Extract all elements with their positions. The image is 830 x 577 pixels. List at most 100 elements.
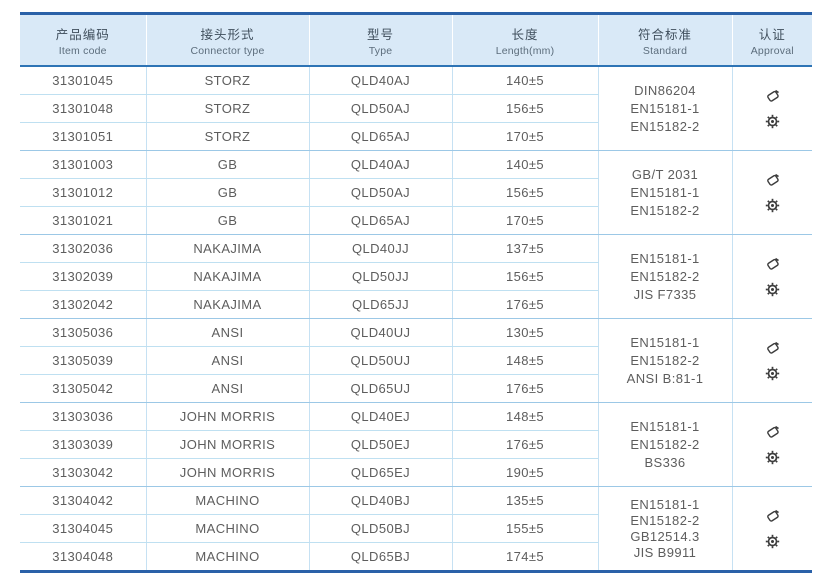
connector-type-cell: NAKAJIMA xyxy=(145,290,309,319)
item-code-cell: 31302042 xyxy=(20,290,146,319)
standard-line: GB/T 2031 xyxy=(631,167,699,182)
col-header-item-code: 产品编码 Item code xyxy=(20,12,146,67)
standard-cell: EN15181-1 EN15182-2 ANSI B:81-1 xyxy=(597,318,732,403)
table-row: 31301003 GB QLD40AJ 140±5 GB/T 2031 EN15… xyxy=(20,150,812,235)
item-code-cell: 31305036 xyxy=(20,318,146,347)
table-row: 31302039 NAKAJIMA QLD50JJ 156±5 xyxy=(20,262,812,291)
type-cell: QLD50BJ xyxy=(308,514,452,543)
connector-type-cell: JOHN MORRIS xyxy=(145,402,309,431)
item-code-cell: 31301051 xyxy=(20,122,146,151)
connector-type-cell: MACHINO xyxy=(145,542,309,573)
item-code-cell: 31304042 xyxy=(20,486,146,515)
table-header: 产品编码 Item code 接头形式 Connector type 型号 Ty… xyxy=(20,12,812,67)
col-header-length-zh: 长度 xyxy=(511,27,539,42)
length-cell: 140±5 xyxy=(451,66,598,95)
type-cell: QLD65JJ xyxy=(308,290,452,319)
standard-line: EN15182-2 xyxy=(630,513,700,528)
standard-cell: DIN86204 EN15181-1 EN15182-2 xyxy=(597,66,732,151)
standard-cell: EN15181-1 EN15182-2 BS336 xyxy=(597,402,732,487)
connector-type-cell: MACHINO xyxy=(145,486,309,515)
stamp-approval-icon xyxy=(766,341,779,354)
col-header-type: 型号 Type xyxy=(308,12,452,67)
table-row: 31303036 JOHN MORRIS QLD40EJ 148±5 EN151… xyxy=(20,402,812,487)
standard-line: EN15182-2 xyxy=(630,269,700,284)
connector-type-cell: STORZ xyxy=(145,94,309,123)
item-code-cell: 31301048 xyxy=(20,94,146,123)
table-row: 31303042 JOHN MORRIS QLD65EJ 190±5 xyxy=(20,458,812,487)
col-header-type-zh: 型号 xyxy=(366,27,394,42)
connector-type-cell: ANSI xyxy=(145,318,309,347)
length-cell: 176±5 xyxy=(451,374,598,403)
col-header-length: 长度 Length(mm) xyxy=(451,12,598,67)
stamp-approval-icon xyxy=(766,173,779,186)
standard-line: EN15181-1 xyxy=(630,101,700,116)
standard-line: ANSI B:81-1 xyxy=(626,371,704,386)
gear-seal-icon xyxy=(765,114,779,129)
col-header-approval-en: Approval xyxy=(750,44,794,57)
type-cell: QLD40AJ xyxy=(308,66,452,95)
connector-type-cell: MACHINO xyxy=(145,514,309,543)
table-row: 31301045 STORZ QLD40AJ 140±5 DIN86204 EN… xyxy=(20,66,812,151)
col-header-item-code-en: Item code xyxy=(58,44,107,57)
product-spec-table-container: 产品编码 Item code 接头形式 Connector type 型号 Ty… xyxy=(20,12,812,573)
table-row: 31305036 ANSI QLD40UJ 130±5 EN15181-1 EN… xyxy=(20,318,812,403)
length-cell: 130±5 xyxy=(451,318,598,347)
col-header-connector-type-zh: 接头形式 xyxy=(200,27,255,42)
group-gb: 31301003 GB QLD40AJ 140±5 GB/T 2031 EN15… xyxy=(20,150,812,235)
type-cell: QLD65BJ xyxy=(308,542,452,573)
table-row: 31304045 MACHINO QLD50BJ 155±5 xyxy=(20,514,812,543)
standard-line: EN15181-1 xyxy=(630,335,700,350)
item-code-cell: 31301012 xyxy=(20,178,146,207)
item-code-cell: 31301045 xyxy=(20,66,146,95)
header-row: 产品编码 Item code 接头形式 Connector type 型号 Ty… xyxy=(20,12,812,67)
length-cell: 148±5 xyxy=(451,346,598,375)
type-cell: QLD50AJ xyxy=(308,178,452,207)
approval-cell xyxy=(731,66,812,151)
standard-line: EN15181-1 xyxy=(630,419,700,434)
col-header-approval: 认证 Approval xyxy=(731,12,812,67)
approval-cell xyxy=(731,318,812,403)
standard-line: JIS F7335 xyxy=(633,287,697,302)
table-row: 31301051 STORZ QLD65AJ 170±5 xyxy=(20,122,812,151)
type-cell: QLD50EJ xyxy=(308,430,452,459)
gear-seal-icon xyxy=(765,282,779,297)
item-code-cell: 31303039 xyxy=(20,430,146,459)
stamp-approval-icon xyxy=(766,425,779,438)
type-cell: QLD40JJ xyxy=(308,234,452,263)
length-cell: 170±5 xyxy=(451,206,598,235)
type-cell: QLD50UJ xyxy=(308,346,452,375)
connector-type-cell: GB xyxy=(145,206,309,235)
item-code-cell: 31301003 xyxy=(20,150,146,179)
length-cell: 156±5 xyxy=(451,178,598,207)
gear-seal-icon xyxy=(765,450,779,465)
standard-line: EN15181-1 xyxy=(630,185,700,200)
type-cell: QLD65UJ xyxy=(308,374,452,403)
table-row: 31305042 ANSI QLD65UJ 176±5 xyxy=(20,374,812,403)
standard-cell: GB/T 2031 EN15181-1 EN15182-2 xyxy=(597,150,732,235)
length-cell: 190±5 xyxy=(451,458,598,487)
item-code-cell: 31304048 xyxy=(20,542,146,573)
table-row: 31301021 GB QLD65AJ 170±5 xyxy=(20,206,812,235)
type-cell: QLD40AJ xyxy=(308,150,452,179)
connector-type-cell: STORZ xyxy=(145,66,309,95)
length-cell: 176±5 xyxy=(451,290,598,319)
connector-type-cell: NAKAJIMA xyxy=(145,262,309,291)
item-code-cell: 31303042 xyxy=(20,458,146,487)
type-cell: QLD65AJ xyxy=(308,122,452,151)
col-header-type-en: Type xyxy=(368,44,393,57)
connector-type-cell: ANSI xyxy=(145,346,309,375)
length-cell: 137±5 xyxy=(451,234,598,263)
item-code-cell: 31305039 xyxy=(20,346,146,375)
table-row: 31304048 MACHINO QLD65BJ 174±5 xyxy=(20,542,812,573)
product-spec-table: 产品编码 Item code 接头形式 Connector type 型号 Ty… xyxy=(20,12,812,573)
connector-type-cell: JOHN MORRIS xyxy=(145,430,309,459)
col-header-standard-en: Standard xyxy=(642,44,688,57)
col-header-connector-type: 接头形式 Connector type xyxy=(145,12,309,67)
col-header-approval-zh: 认证 xyxy=(758,27,786,42)
item-code-cell: 31302039 xyxy=(20,262,146,291)
col-header-standard: 符合标准 Standard xyxy=(597,12,732,67)
standard-line: JIS B9911 xyxy=(633,545,697,560)
group-storz: 31301045 STORZ QLD40AJ 140±5 DIN86204 EN… xyxy=(20,66,812,151)
table-row: 31301048 STORZ QLD50AJ 156±5 xyxy=(20,94,812,123)
item-code-cell: 31301021 xyxy=(20,206,146,235)
